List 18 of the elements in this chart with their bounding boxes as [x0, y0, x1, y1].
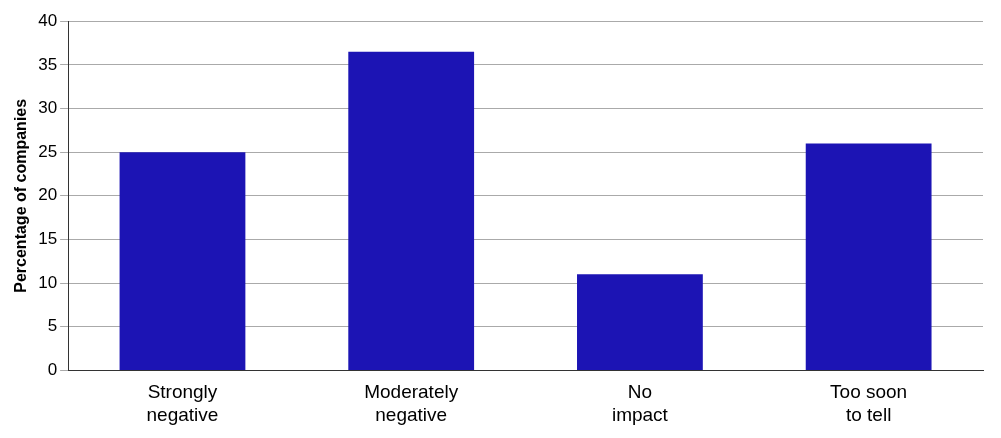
x-tick-label: Strongly negative [146, 381, 219, 425]
y-tick-label: 30 [38, 98, 58, 118]
y-tick-label: 40 [38, 10, 58, 30]
bar [577, 274, 703, 370]
x-tick-label: No impact [611, 381, 669, 425]
y-tick-label: 25 [38, 141, 58, 161]
y-tick-label: 0 [47, 360, 58, 380]
x-tick-label: Too soon to tell [830, 381, 908, 425]
y-axis-title: Percentage of companies [12, 98, 30, 293]
bar [348, 51, 475, 370]
y-tick-label: 35 [38, 54, 58, 74]
bar [805, 143, 932, 370]
y-tick-label: 10 [38, 272, 58, 292]
bar [119, 152, 246, 370]
y-tick-label: 20 [38, 185, 58, 205]
y-tick-label: 15 [38, 229, 58, 249]
x-tick-label: Moderately negative [364, 381, 459, 425]
y-tick-label: 5 [47, 316, 58, 336]
